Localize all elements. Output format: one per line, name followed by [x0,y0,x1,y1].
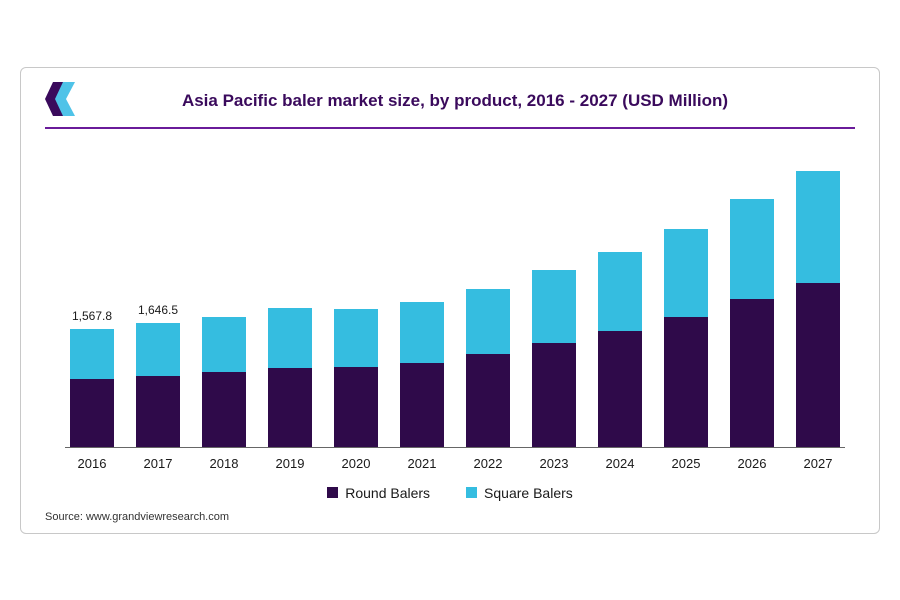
x-tick-label: 2019 [263,456,317,471]
bar-segment [532,270,575,343]
x-tick-label: 2017 [131,456,185,471]
bar-segment [730,299,773,447]
x-tick-label: 2024 [593,456,647,471]
bar [400,302,443,447]
bar-group [461,289,515,447]
x-tick-label: 2018 [197,456,251,471]
bar-segment [202,317,245,373]
x-tick-label: 2025 [659,456,713,471]
bar-segment [268,368,311,447]
bar-group [197,317,251,447]
bar-segment [532,343,575,447]
bar-segment [664,317,707,447]
legend-label: Square Balers [484,485,573,501]
bar [796,171,839,447]
bar [598,252,641,447]
bar [730,199,773,447]
bar-segment [796,171,839,284]
x-tick-label: 2026 [725,456,779,471]
x-axis-labels: 2016 2017 2018 2019 2020 2021 2022 2023 2024 2025… [65,448,845,471]
bar [202,317,245,447]
bar [70,329,113,447]
x-tick-label: 2022 [461,456,515,471]
bar-segment [466,354,509,446]
bar [334,309,377,446]
bar-segment [202,372,245,446]
x-tick-label: 2020 [329,456,383,471]
title-rule [45,127,855,129]
x-tick-label: 2023 [527,456,581,471]
x-tick-label: 2027 [791,456,845,471]
legend-item: Round Balers [327,485,430,501]
legend-swatch-icon [466,487,477,498]
bar [268,308,311,447]
bar-group [593,252,647,447]
bar-group [329,309,383,446]
bar-value-label: 1,646.5 [138,303,178,317]
legend-label: Round Balers [345,485,430,501]
header: Asia Pacific baler market size, by produ… [45,82,855,121]
bar-segment [334,309,377,367]
bar-segment [334,367,377,447]
bar-segment [70,379,113,447]
bar-segment [136,323,179,376]
bar-segment [400,302,443,364]
chart-area: 1,567.81,646.5 2016201720182019202020212… [45,147,855,471]
bar [136,323,179,447]
legend-item: Square Balers [466,485,573,501]
source-text: Source: www.grandviewresearch.com [45,511,855,523]
bar-value-label: 1,567.8 [72,309,112,323]
bar-segment [268,308,311,368]
bar [532,270,575,446]
bar-group [527,270,581,446]
plot: 1,567.81,646.5 [65,147,845,447]
bar-segment [70,329,113,379]
bar [466,289,509,447]
brand-logo-icon [45,82,81,121]
bar-group: 1,567.8 [65,329,119,447]
bar-group [791,171,845,447]
bar-segment [598,331,641,447]
bar-group: 1,646.5 [131,323,185,447]
legend: Round Balers Square Balers [45,485,855,501]
bar-group [659,229,713,447]
bar-group [725,199,779,447]
bar-segment [664,229,707,317]
x-tick-label: 2021 [395,456,449,471]
bar-segment [730,199,773,299]
legend-swatch-icon [327,487,338,498]
bar-segment [136,376,179,447]
chart-card: Asia Pacific baler market size, by produ… [20,67,880,534]
bar [664,229,707,447]
x-tick-label: 2016 [65,456,119,471]
chart-title: Asia Pacific baler market size, by produ… [95,91,855,111]
bar-segment [796,283,839,447]
bar-segment [466,289,509,354]
bar-segment [400,363,443,446]
bar-group [395,302,449,447]
bar-group [263,308,317,447]
bar-segment [598,252,641,332]
